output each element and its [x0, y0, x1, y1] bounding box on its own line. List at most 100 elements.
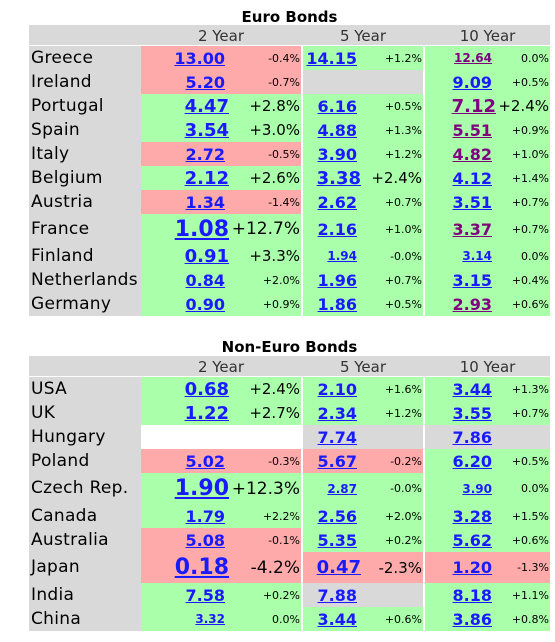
yield-link[interactable]: 5.51	[452, 120, 492, 140]
yield-link[interactable]: 14.15	[306, 48, 357, 68]
yield-link[interactable]: 3.28	[452, 506, 492, 526]
yield-link[interactable]: 1.34	[185, 192, 225, 212]
yield-cell: 3.90 0.0%	[425, 473, 550, 504]
yield-link[interactable]: 3.37	[452, 219, 492, 239]
table-row: Germany 0.90 +0.9% 1.86 +0.5% 2.93 +0.6%	[29, 292, 550, 316]
yield-cell: 3.37 +0.7%	[425, 214, 550, 244]
yield-link[interactable]: 7.74	[317, 427, 357, 447]
yield-link[interactable]: 3.90	[317, 144, 357, 164]
yield-link[interactable]: 4.82	[452, 144, 492, 164]
yield-cell: 0.47 -2.3%	[303, 552, 423, 583]
change-percent: 0.0%	[521, 51, 549, 65]
yield-link[interactable]: 5.02	[185, 451, 225, 471]
yield-link[interactable]: 1.22	[184, 402, 229, 424]
table-row: Czech Rep. 1.90 +12.3% 2.87 -0.0% 3.90 0.0%	[29, 473, 550, 504]
yield-link[interactable]: 2.16	[317, 219, 357, 239]
yield-link[interactable]: 0.91	[184, 245, 229, 267]
yield-link[interactable]: 1.94	[327, 249, 357, 263]
yield-link[interactable]: 12.64	[454, 51, 492, 65]
yield-cell: 2.72 -0.5%	[141, 142, 301, 166]
yield-link[interactable]: 0.47	[316, 557, 361, 578]
table-row: Portugal 4.47 +2.8% 6.16 +0.5% 7.12 +2.4%	[29, 94, 550, 118]
yield-link[interactable]: 0.18	[174, 555, 229, 580]
yield-link[interactable]: 6.20	[452, 451, 492, 471]
yield-cell: 4.12 +1.4%	[425, 166, 550, 190]
yield-link[interactable]: 2.72	[185, 144, 225, 164]
yield-link[interactable]: 3.51	[452, 192, 492, 212]
yield-link[interactable]: 3.44	[317, 609, 357, 629]
yield-cell: 1.08 +12.7%	[141, 214, 301, 244]
yield-link[interactable]: 0.84	[185, 270, 225, 290]
yield-link[interactable]: 2.12	[184, 167, 229, 189]
yield-link[interactable]: 2.87	[327, 481, 357, 496]
yield-link[interactable]: 1.20	[452, 558, 492, 577]
yield-cell: 3.14 0.0%	[425, 244, 550, 268]
change-percent: -0.0%	[390, 482, 422, 495]
yield-link[interactable]: 1.08	[174, 216, 229, 242]
change-percent: +2.2%	[262, 509, 300, 523]
yield-link[interactable]: 3.55	[452, 403, 492, 423]
yield-cell: 2.87 -0.0%	[303, 473, 423, 504]
yield-link[interactable]: 3.32	[195, 612, 225, 626]
yield-link[interactable]: 4.12	[452, 168, 492, 188]
yield-link[interactable]: 9.09	[452, 72, 492, 92]
change-percent: -0.1%	[268, 533, 300, 547]
yield-cell: 3.44 +0.6%	[303, 607, 423, 631]
country-name: Australia	[29, 528, 141, 552]
yield-link[interactable]: 5.08	[185, 530, 225, 550]
yield-link[interactable]: 2.93	[452, 294, 492, 314]
yield-link[interactable]: 13.00	[174, 48, 225, 68]
yield-cell: 4.88 +1.3%	[303, 118, 423, 142]
change-percent: +0.2%	[384, 533, 422, 547]
yield-link[interactable]: 1.86	[317, 294, 357, 314]
yield-link[interactable]: 5.62	[452, 530, 492, 550]
yield-link[interactable]: 2.10	[317, 379, 357, 399]
yield-cell: 7.86	[425, 425, 550, 449]
yield-link[interactable]: 7.88	[317, 585, 357, 605]
yield-link[interactable]: 5.20	[185, 72, 225, 92]
yield-link[interactable]: 7.12	[451, 95, 496, 117]
table-row: Poland 5.02 -0.3% 5.67 -0.2% 6.20 +0.5%	[29, 449, 550, 473]
country-name: China	[29, 607, 141, 631]
yield-link[interactable]: 2.34	[317, 403, 357, 423]
table-row: USA 0.68 +2.4% 2.10 +1.6% 3.44 +1.3%	[29, 377, 550, 401]
yield-link[interactable]: 2.56	[317, 506, 357, 526]
yield-link[interactable]: 6.16	[317, 96, 357, 116]
country-name: Portugal	[29, 94, 141, 118]
table-row: Canada 1.79 +2.2% 2.56 +2.0% 3.28 +1.5%	[29, 504, 550, 528]
yield-link[interactable]: 3.54	[184, 119, 229, 141]
yield-link[interactable]: 3.15	[452, 270, 492, 290]
euro-bonds-title: Euro Bonds	[241, 8, 338, 26]
yield-link[interactable]: 1.96	[317, 270, 357, 290]
table-row: France 1.08 +12.7% 2.16 +1.0% 3.37 +0.7%	[29, 214, 550, 244]
yield-link[interactable]: 2.62	[317, 192, 357, 212]
yield-cell: 6.20 +0.5%	[425, 449, 550, 473]
yield-link[interactable]: 1.79	[185, 506, 225, 526]
yield-cell: 5.67 -0.2%	[303, 449, 423, 473]
yield-link[interactable]: 7.58	[185, 585, 225, 605]
yield-link[interactable]: 3.38	[316, 167, 361, 189]
yield-link[interactable]: 1.90	[174, 476, 229, 501]
yield-cell: 7.88	[303, 583, 423, 607]
yield-link[interactable]: 3.90	[462, 481, 492, 496]
yield-link[interactable]: 5.67	[317, 451, 357, 471]
country-name: USA	[29, 377, 141, 401]
yield-link[interactable]: 0.90	[185, 294, 225, 314]
yield-link[interactable]: 3.14	[462, 249, 492, 263]
change-percent: +2.4%	[498, 97, 549, 115]
yield-link[interactable]: 4.47	[184, 95, 229, 117]
change-percent: -4.2%	[250, 557, 300, 578]
change-percent: +1.2%	[384, 51, 422, 65]
yield-link[interactable]: 5.35	[317, 530, 357, 550]
yield-cell: 3.15 +0.4%	[425, 268, 550, 292]
yield-link[interactable]: 3.44	[452, 379, 492, 399]
non-euro-bonds-header: 2 Year 5 Year 10 Year	[29, 356, 550, 376]
yield-link[interactable]: 8.18	[452, 585, 492, 605]
yield-cell: 0.84 +2.0%	[141, 268, 301, 292]
change-percent: 0.0%	[272, 612, 300, 626]
yield-link[interactable]: 4.88	[317, 120, 357, 140]
country-name: Ireland	[29, 70, 141, 94]
yield-link[interactable]: 7.86	[452, 427, 492, 447]
yield-link[interactable]: 3.86	[452, 609, 492, 629]
yield-link[interactable]: 0.68	[184, 378, 229, 400]
